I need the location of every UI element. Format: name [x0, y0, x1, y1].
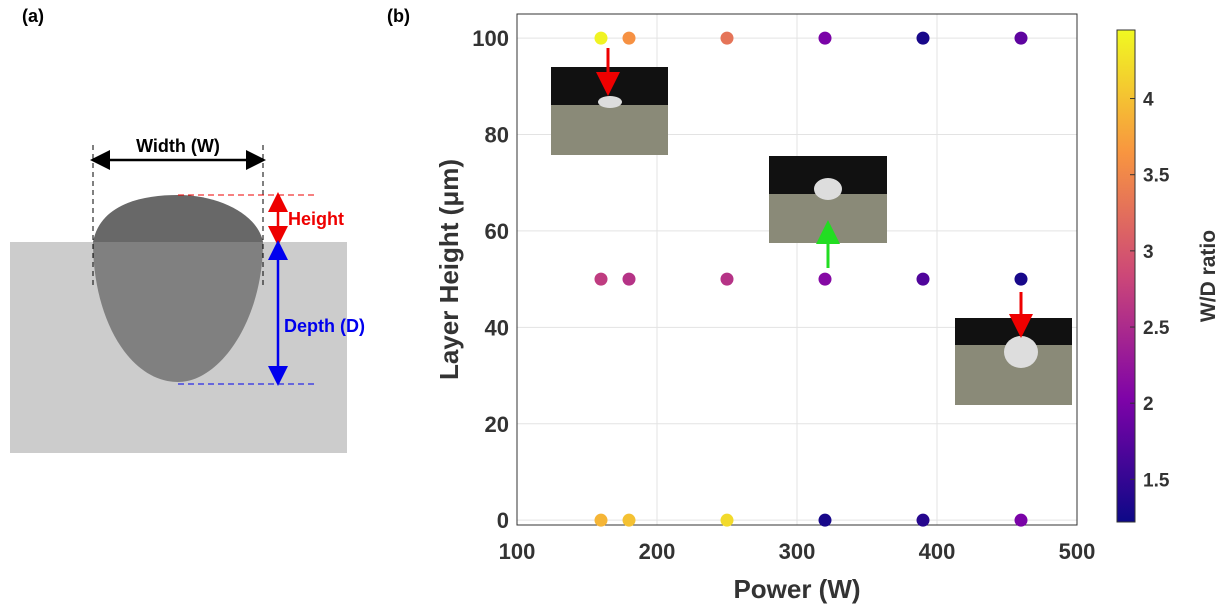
- point: [1014, 513, 1028, 527]
- point: [720, 513, 734, 527]
- point: [720, 272, 734, 286]
- colorbar-tick-label: 3: [1143, 242, 1154, 263]
- bead-bottom: [93, 242, 263, 382]
- y-tick-label: 40: [485, 315, 509, 340]
- y-tick-label: 80: [485, 123, 509, 148]
- point: [1014, 31, 1028, 45]
- x-tick-label: 500: [1059, 539, 1096, 564]
- insets: [551, 48, 1072, 405]
- plot: 100 200 300 400 500 0 20 40 60 80 100 Power (W) Laye…: [434, 13, 1096, 604]
- x-tick-label: 400: [919, 539, 956, 564]
- panel-label: (b): [387, 6, 410, 26]
- point: [818, 31, 832, 45]
- point: [916, 31, 930, 45]
- x-axis-label: Power (W): [733, 574, 860, 604]
- depth-label: Depth (D): [284, 316, 365, 336]
- y-tick-label: 60: [485, 219, 509, 244]
- point: [818, 272, 832, 286]
- x-tick-label: 100: [499, 539, 536, 564]
- point: [818, 513, 832, 527]
- colorbar-tick-label: 2.5: [1143, 318, 1170, 339]
- colorbar: [1116, 29, 1136, 523]
- panel-label: (a): [22, 6, 44, 26]
- colorbar-tick-label: 1.5: [1143, 470, 1170, 491]
- width-label: Width (W): [136, 136, 220, 156]
- height-label: Height: [288, 209, 344, 229]
- axes-box: [516, 13, 1078, 526]
- point: [622, 31, 636, 45]
- point: [594, 272, 608, 286]
- colorbar-tick-label: 3.5: [1143, 166, 1170, 187]
- y-tick-label: 20: [485, 412, 509, 437]
- colorbar-tick-label: 4: [1143, 90, 1154, 111]
- y-axis-label: Layer Height (μm): [434, 159, 464, 380]
- point: [1014, 272, 1028, 286]
- x-tick-label: 200: [639, 539, 676, 564]
- y-tick-label: 100: [472, 26, 509, 51]
- diagram: (a) Width (W) Height Depth (D): [10, 6, 365, 453]
- point: [622, 272, 636, 286]
- point: [594, 31, 608, 45]
- point: [916, 272, 930, 286]
- point: [594, 513, 608, 527]
- colorbar-tick-label: 2: [1143, 394, 1154, 415]
- inset: [955, 318, 1072, 405]
- inset: [769, 156, 887, 243]
- point: [916, 513, 930, 527]
- point: [622, 513, 636, 527]
- y-tick-label: 0: [497, 508, 509, 533]
- colorbar-label: W/D ratio: [1197, 230, 1220, 322]
- x-tick-label: 300: [779, 539, 816, 564]
- bead-top: [93, 195, 263, 242]
- point: [720, 31, 734, 45]
